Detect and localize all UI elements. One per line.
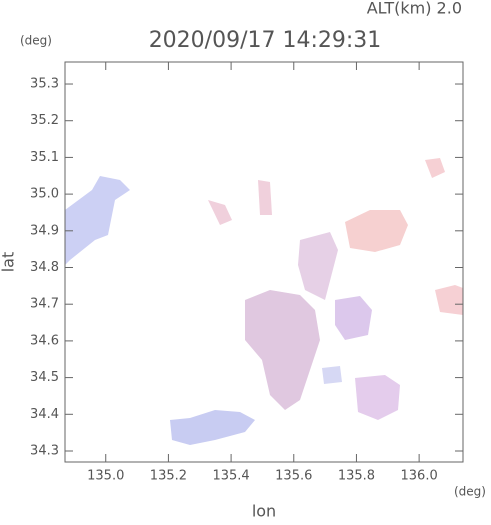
echo-field (65, 158, 463, 445)
y-tick-label: 34.3 (30, 443, 59, 458)
echo-blob (245, 290, 320, 410)
x-tick-label: 136.0 (401, 469, 438, 484)
y-tick-label: 35.0 (30, 187, 59, 202)
plot-frame (64, 61, 464, 463)
echo-blob (258, 180, 272, 215)
x-tick-label: 135.2 (150, 469, 187, 484)
altitude-label: ALT(km) 2.0 (367, 0, 462, 18)
echo-blob (65, 176, 130, 265)
echo-blob (335, 296, 372, 340)
y-tick-label: 35.3 (30, 77, 59, 92)
x-tick-label: 135.0 (87, 469, 124, 484)
y-tick-label: 34.4 (30, 407, 59, 422)
echo-blob (298, 232, 338, 300)
y-tick-label: 34.9 (30, 223, 59, 238)
echo-blob (345, 210, 408, 252)
x-unit: (deg) (454, 485, 486, 499)
x-tick-label: 135.8 (338, 469, 375, 484)
y-unit: (deg) (20, 34, 52, 48)
y-tick-label: 35.1 (30, 150, 59, 165)
echo-blob (355, 375, 400, 420)
y-axis-label: lat (0, 252, 18, 273)
echo-blob (435, 285, 463, 315)
y-tick-label: 35.2 (30, 113, 59, 128)
x-axis-label: lon (252, 502, 276, 521)
echo-blob (322, 366, 342, 384)
x-tick-label: 135.6 (275, 469, 312, 484)
chart-title: 2020/09/17 14:29:31 (149, 28, 382, 53)
y-tick-label: 34.5 (30, 370, 59, 385)
echo-blob (425, 158, 445, 178)
y-tick-label: 34.6 (30, 333, 59, 348)
echo-blob (208, 200, 232, 225)
y-tick-label: 34.7 (30, 297, 59, 312)
echo-blob (170, 410, 255, 445)
y-tick-label: 34.8 (30, 260, 59, 275)
x-tick-label: 135.4 (212, 469, 249, 484)
